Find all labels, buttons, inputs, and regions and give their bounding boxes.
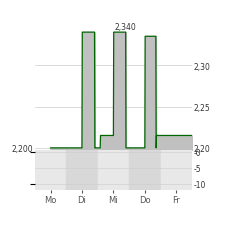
- Bar: [35, 151, 66, 191]
- Bar: [129, 151, 161, 191]
- Bar: [66, 151, 98, 191]
- Bar: [98, 151, 129, 191]
- Text: 2,340: 2,340: [115, 23, 137, 32]
- Bar: [161, 151, 192, 191]
